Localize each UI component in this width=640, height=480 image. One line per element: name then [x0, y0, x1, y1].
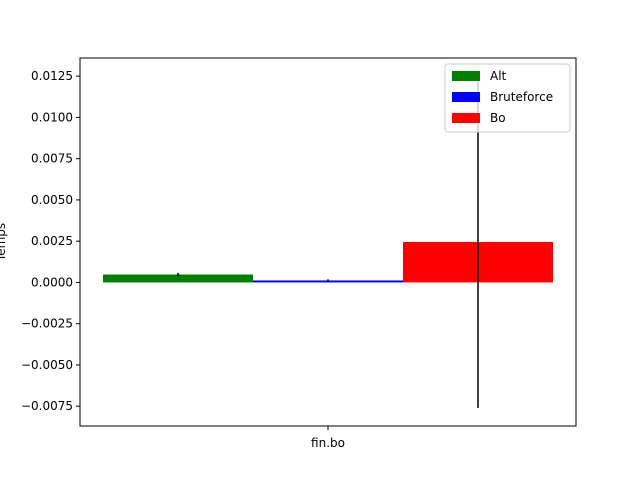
y-tick-label: 0.0025 — [31, 234, 73, 248]
x-tick-label: fin.bo — [311, 436, 345, 450]
y-tick-label: −0.0025 — [21, 317, 73, 331]
legend-swatch-bruteforce — [452, 92, 480, 102]
legend-label-bo: Bo — [490, 111, 506, 125]
y-tick-label: −0.0050 — [21, 358, 73, 372]
legend-swatch-bo — [452, 113, 480, 123]
y-tick-label: 0.0125 — [31, 69, 73, 83]
y-axis: −0.0075 −0.0050 −0.0025 0.0000 0.0025 0.0050 0… — [21, 69, 80, 413]
legend-label-alt: Alt — [490, 69, 507, 83]
legend: Alt Bruteforce Bo — [444, 63, 571, 133]
bar-alt — [103, 274, 253, 283]
legend-swatch-alt — [452, 71, 480, 81]
bars-layer — [103, 242, 553, 283]
y-axis-label: Temps — [0, 223, 8, 262]
y-tick-label: 0.0000 — [31, 275, 73, 289]
y-tick-label: 0.0050 — [31, 193, 73, 207]
x-axis: fin.bo — [311, 426, 345, 450]
y-tick-label: 0.0100 — [31, 110, 73, 124]
y-tick-label: 0.0075 — [31, 152, 73, 166]
legend-label-bruteforce: Bruteforce — [490, 90, 553, 104]
y-tick-label: −0.0075 — [21, 399, 73, 413]
